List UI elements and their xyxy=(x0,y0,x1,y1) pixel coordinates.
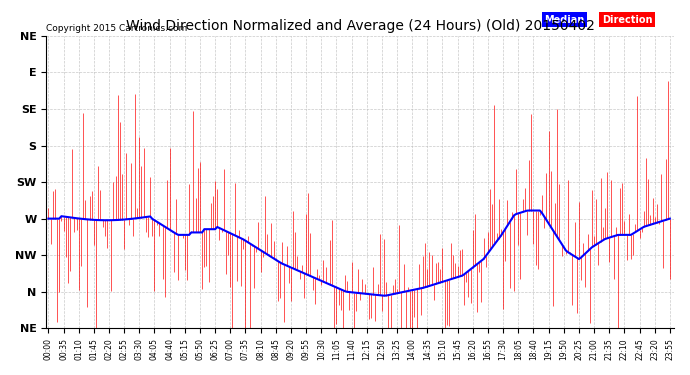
Text: Median: Median xyxy=(544,15,584,25)
Text: Direction: Direction xyxy=(602,15,652,25)
Text: Copyright 2015 Cartronics.com: Copyright 2015 Cartronics.com xyxy=(46,24,188,33)
Title: Wind Direction Normalized and Average (24 Hours) (Old) 20150402: Wind Direction Normalized and Average (2… xyxy=(126,20,595,33)
